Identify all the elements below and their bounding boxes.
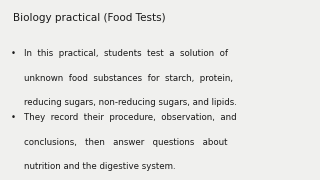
Text: •: • (11, 50, 16, 59)
Text: conclusions,   then   answer   questions   about: conclusions, then answer questions about (24, 138, 228, 147)
Text: They  record  their  procedure,  observation,  and: They record their procedure, observation… (24, 113, 236, 122)
Text: In  this  practical,  students  test  a  solution  of: In this practical, students test a solut… (24, 50, 228, 59)
Text: •: • (11, 113, 16, 122)
Text: reducing sugars, non-reducing sugars, and lipids.: reducing sugars, non-reducing sugars, an… (24, 98, 237, 107)
Text: nutrition and the digestive system.: nutrition and the digestive system. (24, 162, 176, 171)
Text: Biology practical (Food Tests): Biology practical (Food Tests) (13, 13, 165, 23)
Text: unknown  food  substances  for  starch,  protein,: unknown food substances for starch, prot… (24, 74, 233, 83)
